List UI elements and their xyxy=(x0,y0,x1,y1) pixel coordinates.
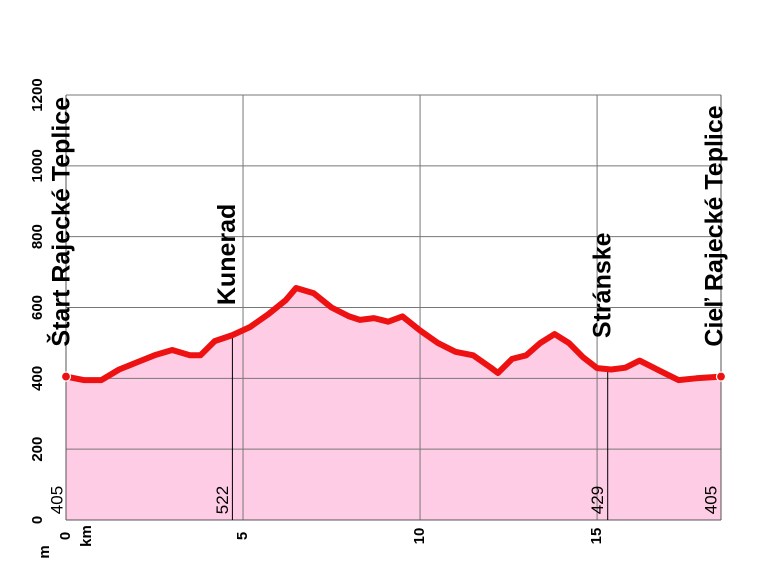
waypoint-name-label: Kunerad xyxy=(213,204,241,305)
waypoint-elevation-label: 405 xyxy=(701,486,720,514)
y-unit-label: m xyxy=(36,545,53,558)
waypoint-name-label: Cieľ Rajecké Teplice xyxy=(701,105,729,346)
y-tick-label: 200 xyxy=(29,437,46,462)
marker-layer xyxy=(231,335,609,520)
waypoint-elevation-label: 429 xyxy=(588,486,607,514)
y-tick-label: 1000 xyxy=(29,149,46,182)
y-tick-label: 1200 xyxy=(29,78,46,111)
endpoint-dot xyxy=(60,371,72,382)
grid-layer xyxy=(65,94,722,521)
elevation-area xyxy=(66,288,721,520)
waypoint-name-label: Štart Rajecké Teplice xyxy=(46,97,76,347)
x-tick-label: 0 xyxy=(57,532,74,540)
waypoint-elevation-label: 405 xyxy=(47,486,66,514)
waypoint-name-label: Stránske xyxy=(588,232,616,338)
endpoint-dot xyxy=(715,371,727,382)
x-tick-label: 15 xyxy=(588,528,605,545)
y-tick-label: 600 xyxy=(29,295,46,320)
y-tick-label: 800 xyxy=(29,224,46,249)
elevation-line xyxy=(63,285,724,384)
x-tick-label: 5 xyxy=(234,532,251,540)
waypoint-elevation-label: 522 xyxy=(213,486,232,514)
y-tick-label: 0 xyxy=(29,516,46,524)
x-tick-label: 10 xyxy=(411,528,428,545)
area-layer xyxy=(66,288,721,520)
line-layer xyxy=(60,285,727,384)
y-tick-label: 400 xyxy=(29,366,46,391)
label-layer: 0 200 400 600 800 1000 1200 0 5 10 15 405 Štart Raje… xyxy=(29,78,729,544)
x-unit-label: km xyxy=(78,525,95,547)
